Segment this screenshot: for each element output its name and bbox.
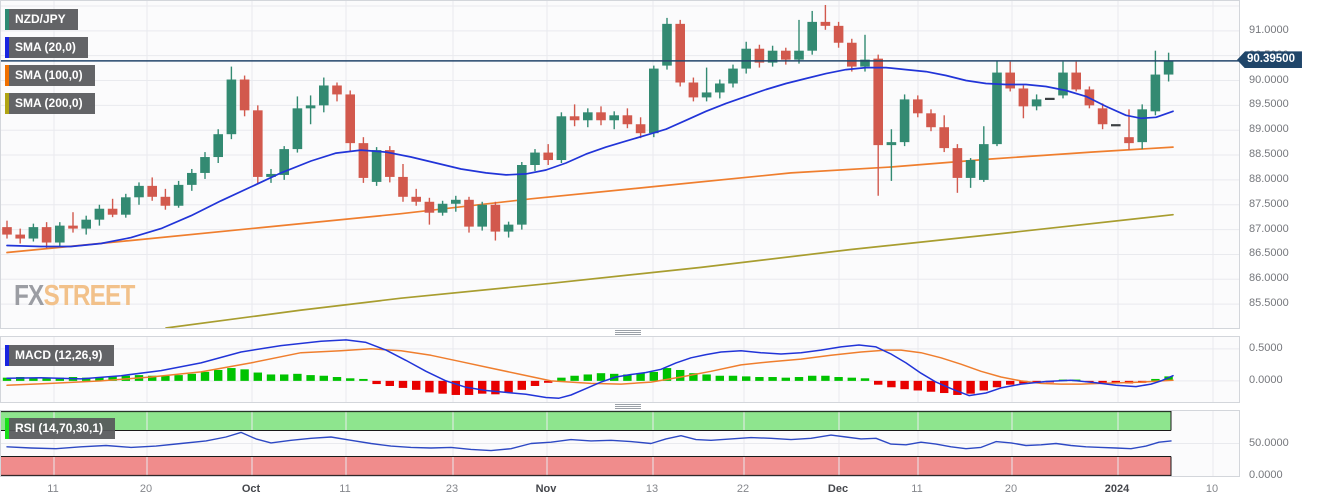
candles xyxy=(2,4,1174,249)
badge-label: MACD (12,26,9) xyxy=(15,348,103,362)
badge-accent xyxy=(5,9,9,30)
symbol-badge: NZD/JPY xyxy=(5,9,78,30)
panel-splitter-rsi[interactable] xyxy=(615,404,641,411)
watermark-street: STREET xyxy=(43,280,135,312)
price-panel[interactable]: NZD/JPY SMA (20,0) SMA (100,0) SMA (200,0) … xyxy=(0,0,1240,329)
macd-panel[interactable]: MACD (12,26,9) xyxy=(0,336,1240,403)
time-axis-label: 23 xyxy=(445,483,459,495)
price-axis-label: 86.0000 xyxy=(1249,272,1289,285)
time-axis-label: 22 xyxy=(736,483,750,495)
rsi-chart-canvas[interactable] xyxy=(1,411,1239,476)
badge-accent xyxy=(5,345,9,366)
price-chart-canvas[interactable] xyxy=(1,1,1239,328)
badge-label: SMA (20,0) xyxy=(15,40,76,54)
rsi-badge: RSI (14,70,30,1) xyxy=(5,418,116,439)
time-axis-label: 11 xyxy=(911,483,923,495)
last-price-value: 90.39500 xyxy=(1247,53,1295,66)
price-axis-label: 88.5000 xyxy=(1249,148,1289,161)
price-axis-label: 89.5000 xyxy=(1249,98,1289,111)
badge-accent xyxy=(5,65,9,86)
price-axis-label: 86.5000 xyxy=(1249,247,1289,260)
watermark-fx: FX xyxy=(14,280,44,312)
time-axis-label: 11 xyxy=(339,483,351,495)
price-axis-label: 90.0000 xyxy=(1249,73,1289,86)
time-axis-label: 20 xyxy=(139,483,153,495)
badge-accent xyxy=(5,37,9,58)
time-axis-label: 11 xyxy=(47,483,59,495)
sma-badge-200: SMA (20,0) xyxy=(5,37,88,58)
fxstreet-watermark: FXSTREET xyxy=(14,280,135,313)
time-axis-label: Nov xyxy=(535,483,557,495)
macd-badge: MACD (12,26,9) xyxy=(5,345,115,366)
last-price-tag: 90.39500 xyxy=(1237,51,1302,69)
price-axis-label: 87.5000 xyxy=(1249,197,1289,210)
macd-chart-canvas[interactable] xyxy=(1,337,1239,402)
price-axis-label: 89.0000 xyxy=(1249,123,1289,136)
price-axis-label: 91.0000 xyxy=(1249,23,1289,36)
badge-label: SMA (100,0) xyxy=(15,68,83,82)
badge-accent xyxy=(5,418,9,439)
macd-histogram xyxy=(2,368,1173,395)
time-axis-label: 2024 xyxy=(1104,483,1130,495)
panel-splitter-macd[interactable] xyxy=(615,330,641,337)
price-axis-label: 87.0000 xyxy=(1249,222,1289,235)
rsi-axis-label: 50.0000 xyxy=(1249,436,1289,449)
price-axis-label: 85.5000 xyxy=(1249,297,1289,310)
time-axis-label: Oct xyxy=(241,483,261,495)
sma-badge-1000: SMA (100,0) xyxy=(5,65,95,86)
sma-badge-2000: SMA (200,0) xyxy=(5,93,95,114)
macd-axis-label: 0.5000 xyxy=(1249,341,1283,354)
price-axis-label: 88.0000 xyxy=(1249,172,1289,185)
rsi-axis-label: 0.0000 xyxy=(1249,469,1283,481)
time-axis-label: 13 xyxy=(645,483,659,495)
rsi-panel[interactable]: RSI (14,70,30,1) xyxy=(0,410,1240,477)
time-axis-label: 20 xyxy=(1004,483,1018,495)
time-axis-label: Dec xyxy=(827,483,849,495)
badge-label: RSI (14,70,30,1) xyxy=(15,421,104,435)
badge-label: SMA (200,0) xyxy=(15,96,83,110)
badge-accent xyxy=(5,93,9,114)
macd-axis-label: 0.0000 xyxy=(1249,373,1283,386)
badge-label: NZD/JPY xyxy=(15,12,66,26)
time-axis-label: 10 xyxy=(1205,483,1219,495)
